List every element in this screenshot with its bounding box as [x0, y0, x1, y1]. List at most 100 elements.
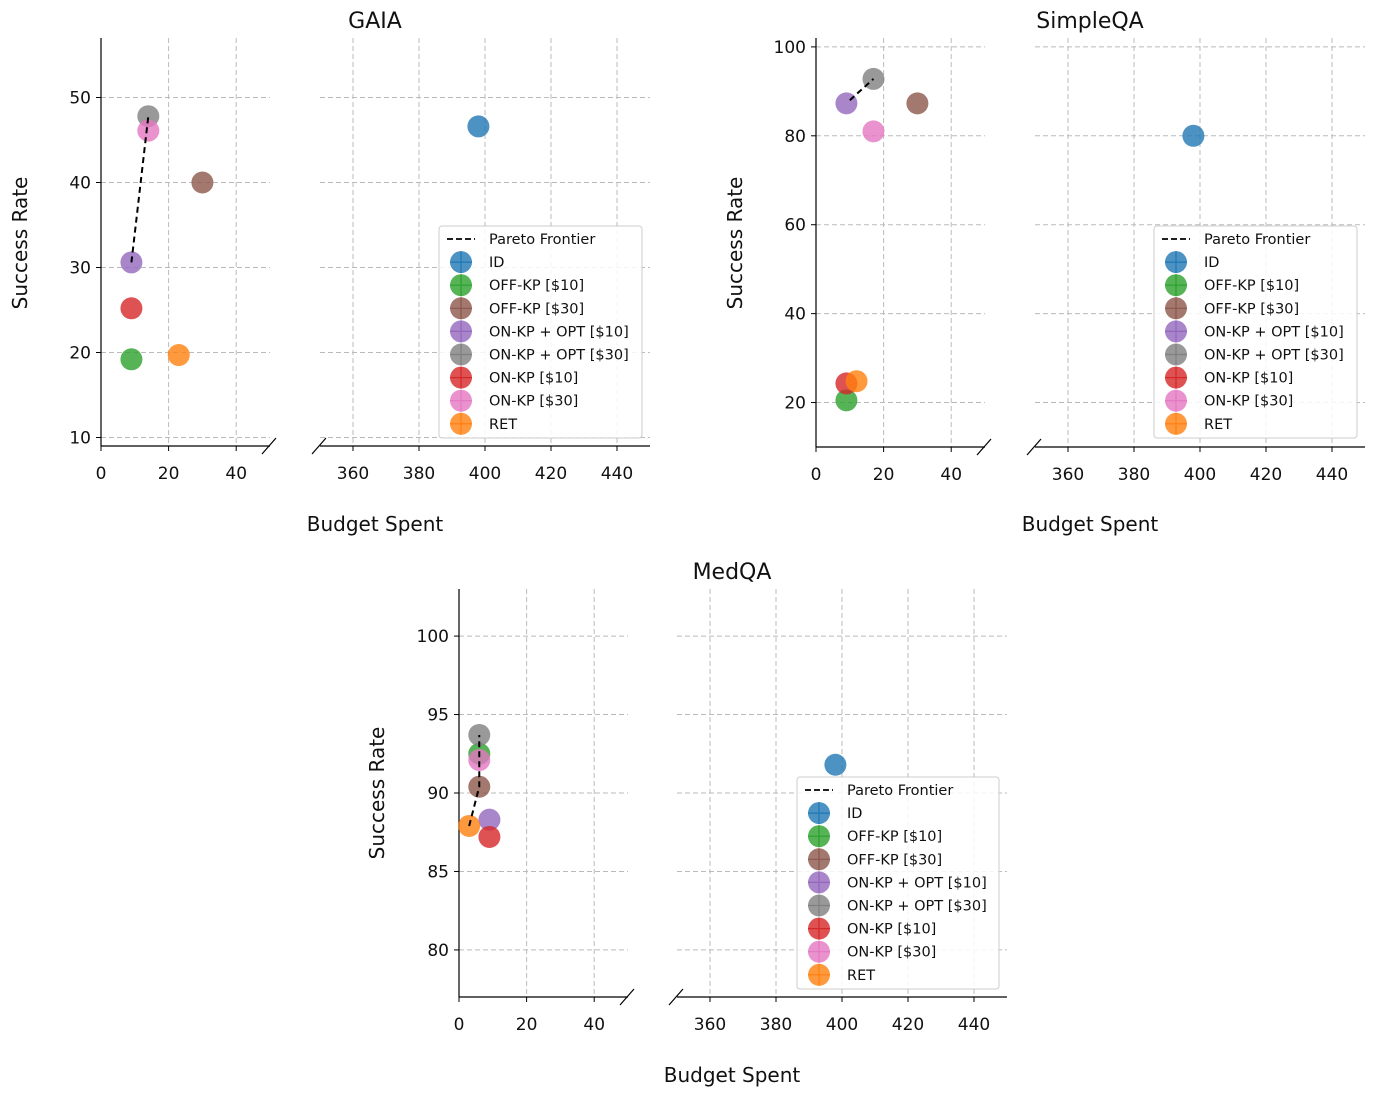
- x-tick-label: 400: [469, 464, 501, 484]
- point-ret: [845, 370, 868, 393]
- legend-box: [796, 776, 1000, 990]
- legend-label: OFF-KP [$10]: [1204, 278, 1299, 294]
- legend-label: Pareto Frontier: [847, 783, 953, 799]
- point-on-kp-10: [478, 825, 501, 848]
- chart-title: MedQA: [693, 560, 772, 585]
- chart-title: SimpleQA: [1036, 9, 1144, 34]
- y-axis-label: Success Rate: [365, 727, 389, 860]
- point-on-kp-30: [468, 749, 491, 772]
- axis-break-mark: [619, 988, 635, 1006]
- y-tick-label: 60: [784, 216, 806, 236]
- legend-label: ON-KP + OPT [$30]: [847, 899, 987, 915]
- x-tick-label: 380: [1118, 465, 1150, 485]
- y-tick-label: 95: [427, 706, 449, 726]
- axis-break-mark: [1026, 438, 1042, 456]
- x-tick-label: 440: [601, 464, 633, 484]
- legend-label: RET: [847, 968, 875, 984]
- legend-label: ON-KP [$30]: [1204, 394, 1293, 410]
- x-tick-label: 360: [1052, 465, 1084, 485]
- legend-label: ID: [847, 806, 862, 822]
- x-tick-label: 420: [1250, 465, 1282, 485]
- y-tick-label: 80: [784, 127, 806, 147]
- legend-label: ON-KP + OPT [$10]: [1204, 324, 1344, 340]
- x-axis-label: Budget Spent: [664, 1063, 801, 1087]
- x-tick-label: 40: [583, 1015, 605, 1035]
- point-off-kp-10: [120, 348, 143, 371]
- point-off-kp-10: [835, 389, 858, 412]
- x-tick-label: 0: [811, 465, 822, 485]
- axis-break-mark: [261, 437, 277, 455]
- legend-label: OFF-KP [$10]: [847, 829, 942, 845]
- legend-label: ON-KP [$10]: [1204, 371, 1293, 387]
- x-tick-label: 20: [516, 1015, 538, 1035]
- pareto-frontier-line: [468, 734, 481, 827]
- point-off-kp-30: [191, 171, 214, 194]
- y-tick-label: 20: [784, 394, 806, 414]
- legend-label: ID: [1204, 255, 1219, 271]
- x-tick-label: 0: [454, 1015, 465, 1035]
- legend: Pareto Frontier ID OFF-KP [$10] OFF-KP [$30…: [1153, 225, 1358, 439]
- legend-label: ON-KP [$10]: [489, 371, 578, 387]
- y-axis-label: Success Rate: [8, 177, 32, 310]
- point-id: [824, 753, 847, 776]
- x-tick-label: 0: [96, 464, 107, 484]
- subplot-medqa: 80 85 90 95 100 0 20 40 360 380 400 420 440 MedQA Budg…: [365, 560, 1007, 1087]
- x-tick-label: 420: [892, 1015, 924, 1035]
- x-tick-label: 20: [873, 465, 895, 485]
- legend-label: RET: [489, 417, 517, 433]
- x-tick-label: 380: [760, 1015, 792, 1035]
- legend-label: ON-KP [$30]: [847, 945, 936, 961]
- y-tick-label: 100: [774, 38, 806, 58]
- point-id: [467, 115, 490, 138]
- legend-label: ON-KP [$10]: [847, 922, 936, 938]
- axis-break-mark: [311, 437, 327, 455]
- point-on-kp-opt-10: [835, 92, 858, 115]
- point-on-kp-30: [862, 120, 885, 143]
- y-tick-label: 40: [69, 174, 91, 194]
- x-tick-label: 380: [403, 464, 435, 484]
- legend-label: ON-KP + OPT [$30]: [1204, 348, 1344, 364]
- legend-label: OFF-KP [$30]: [847, 852, 942, 868]
- point-on-kp-opt-10: [478, 808, 501, 831]
- legend-label: Pareto Frontier: [1204, 232, 1310, 248]
- point-on-kp-30: [137, 119, 160, 142]
- chart-title: GAIA: [348, 9, 402, 34]
- y-tick-label: 40: [784, 305, 806, 325]
- subplot-simpleqa: 20 40 60 80 100 0 20 40 360 380 400 420 440 SimpleQA B…: [723, 9, 1365, 536]
- y-tick-label: 20: [69, 344, 91, 364]
- legend-label: OFF-KP [$10]: [489, 278, 584, 294]
- x-tick-label: 40: [940, 465, 962, 485]
- x-tick-label: 420: [535, 464, 567, 484]
- legend-label: ID: [489, 255, 504, 271]
- y-tick-label: 90: [427, 784, 449, 804]
- y-tick-label: 50: [69, 89, 91, 109]
- pareto-frontier-line: [130, 116, 150, 263]
- axis-break-mark: [976, 438, 992, 456]
- x-tick-label: 360: [337, 464, 369, 484]
- x-tick-label: 20: [158, 464, 180, 484]
- legend-box: [1153, 225, 1358, 439]
- legend-label: ON-KP + OPT [$10]: [847, 875, 987, 891]
- legend-label: ON-KP + OPT [$10]: [489, 324, 629, 340]
- y-axis-label: Success Rate: [723, 177, 747, 310]
- y-tick-label: 30: [69, 259, 91, 279]
- legend-label: ON-KP [$30]: [489, 394, 578, 410]
- x-tick-label: 360: [694, 1015, 726, 1035]
- legend: Pareto Frontier ID OFF-KP [$10] OFF-KP [$30…: [438, 225, 643, 439]
- y-tick-label: 10: [69, 429, 91, 449]
- legend-label: OFF-KP [$30]: [489, 301, 584, 317]
- x-tick-label: 40: [225, 464, 247, 484]
- subplot-gaia: 10 20 30 40 50 0 20 40 360 380 400 420 440 GAIA Budget…: [8, 9, 650, 536]
- x-axis-label: Budget Spent: [1022, 512, 1159, 536]
- point-ret: [167, 344, 190, 367]
- legend-label: OFF-KP [$30]: [1204, 301, 1299, 317]
- x-tick-label: 400: [1184, 465, 1216, 485]
- legend-box: [438, 225, 643, 439]
- point-id: [1182, 124, 1205, 147]
- point-off-kp-30: [906, 92, 929, 115]
- legend-label: RET: [1204, 417, 1232, 433]
- legend: Pareto Frontier ID OFF-KP [$10] OFF-KP [$30…: [796, 776, 1000, 990]
- axis-break-mark: [668, 988, 684, 1006]
- x-tick-label: 440: [1316, 465, 1348, 485]
